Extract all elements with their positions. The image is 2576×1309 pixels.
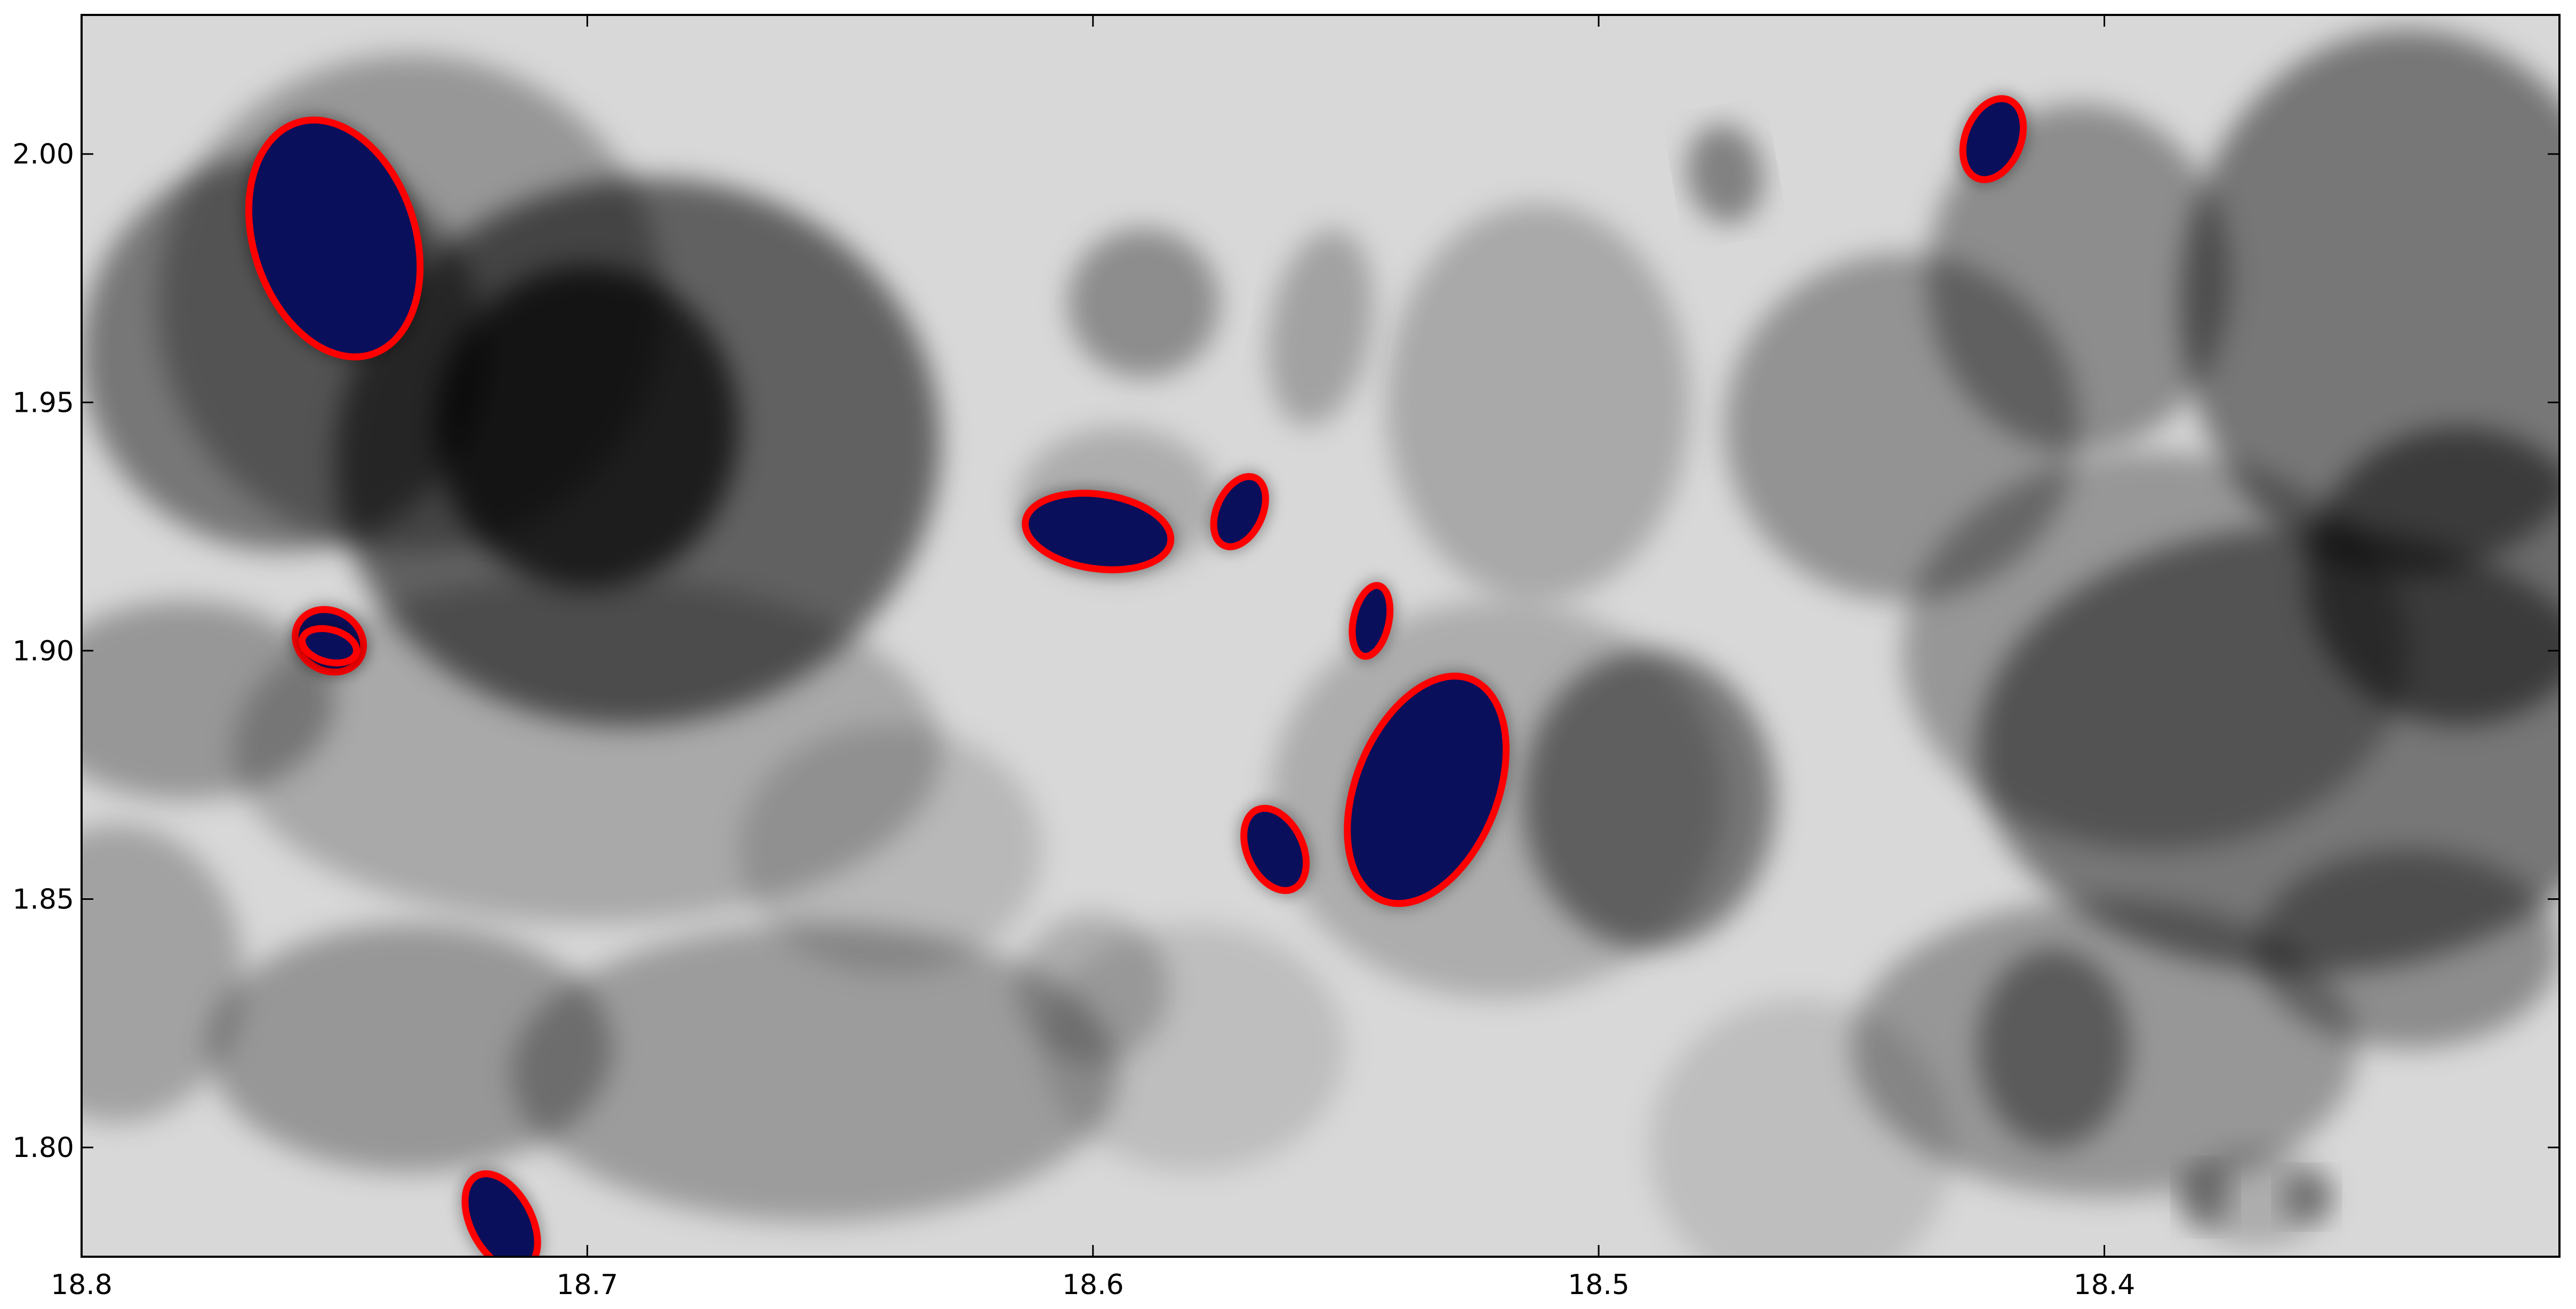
x-tick-label: 18.7 — [556, 1269, 618, 1301]
density-blob — [1927, 104, 2231, 452]
density-blob — [2256, 849, 2559, 1048]
density-blob — [1649, 998, 1953, 1257]
selected-ellipse — [1349, 582, 1394, 660]
selected-ellipse — [461, 1170, 541, 1257]
y-axis: 1.80 1.85 1.90 1.95 2.00 — [12, 139, 2559, 1164]
y-tick-label: 1.85 — [12, 884, 74, 916]
density-blob — [2281, 1172, 2332, 1222]
selected-ellipse — [1240, 804, 1310, 894]
plot-frame — [81, 14, 2561, 1258]
density-blob — [1267, 229, 1374, 426]
x-tick-label: 18.8 — [51, 1269, 113, 1301]
density-blob — [511, 924, 1119, 1222]
density-blob — [1042, 924, 1346, 1172]
x-tick-label: 18.6 — [1062, 1269, 1124, 1301]
selected-ellipse — [1959, 95, 2027, 183]
density-blob — [1902, 452, 2408, 850]
background-density — [82, 30, 2559, 1257]
density-blob — [1687, 124, 1764, 224]
density-blob — [1068, 228, 1219, 378]
x-axis: 18.8 18.7 18.6 18.5 18.4 — [51, 15, 2135, 1301]
selected-ellipse — [1344, 673, 1510, 907]
density-blob — [739, 725, 1042, 974]
x-tick-label: 18.4 — [2074, 1269, 2136, 1301]
density-blob — [1386, 203, 1690, 601]
selected-ellipses — [243, 93, 2029, 1257]
density-blob — [82, 824, 244, 1123]
x-tick-label: 18.5 — [1568, 1269, 1630, 1301]
selected-ellipse — [1022, 490, 1175, 573]
y-tick-label: 1.80 — [12, 1132, 74, 1164]
y-tick-label: 1.95 — [12, 387, 74, 419]
selected-ellipse — [299, 625, 360, 667]
density-blob — [1978, 948, 2130, 1148]
y-tick-label: 2.00 — [12, 139, 74, 171]
selected-ellipse — [1210, 473, 1269, 550]
density-blob — [208, 924, 613, 1172]
selected-ellipse — [245, 116, 424, 361]
density-blob — [2180, 1167, 2231, 1227]
y-tick-label: 1.90 — [12, 635, 74, 667]
